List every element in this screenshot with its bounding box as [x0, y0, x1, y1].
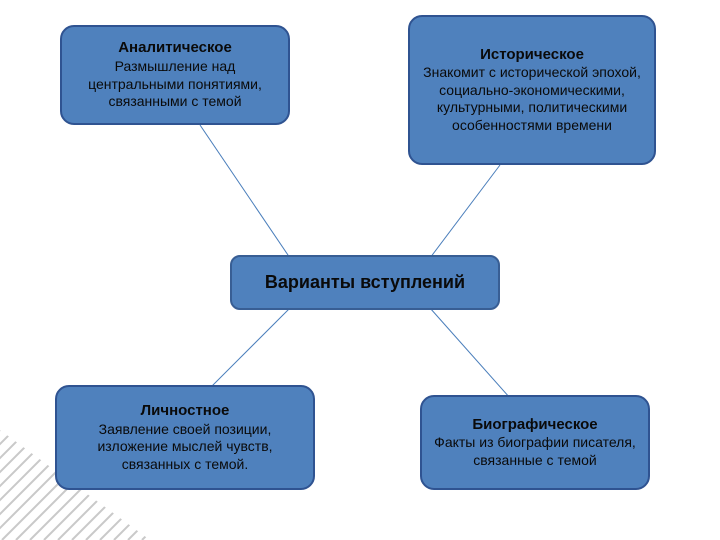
center-node-title: Варианты вступлений: [265, 271, 465, 294]
node-biographical: Биографическое Факты из биографии писате…: [420, 395, 650, 490]
center-node: Варианты вступлений: [230, 255, 500, 310]
node-historical: Историческое Знакомит с исторической эпо…: [408, 15, 656, 165]
node-biographical-desc: Факты из биографии писателя, связанные с…: [432, 434, 638, 469]
node-personal-title: Личностное: [141, 402, 230, 421]
node-analytical-desc: Размышление над центральными понятиями, …: [72, 58, 278, 111]
node-analytical-title: Аналитическое: [118, 39, 232, 58]
node-historical-title: Историческое: [480, 46, 584, 65]
node-biographical-title: Биографическое: [472, 416, 597, 435]
diagram-canvas: Варианты вступлений Аналитическое Размыш…: [0, 0, 720, 540]
node-personal-desc: Заявление своей позиции, изложение мысле…: [67, 421, 303, 474]
node-personal: Личностное Заявление своей позиции, изло…: [55, 385, 315, 490]
node-historical-desc: Знакомит с исторической эпохой, социальн…: [420, 64, 644, 134]
node-analytical: Аналитическое Размышление над центральны…: [60, 25, 290, 125]
